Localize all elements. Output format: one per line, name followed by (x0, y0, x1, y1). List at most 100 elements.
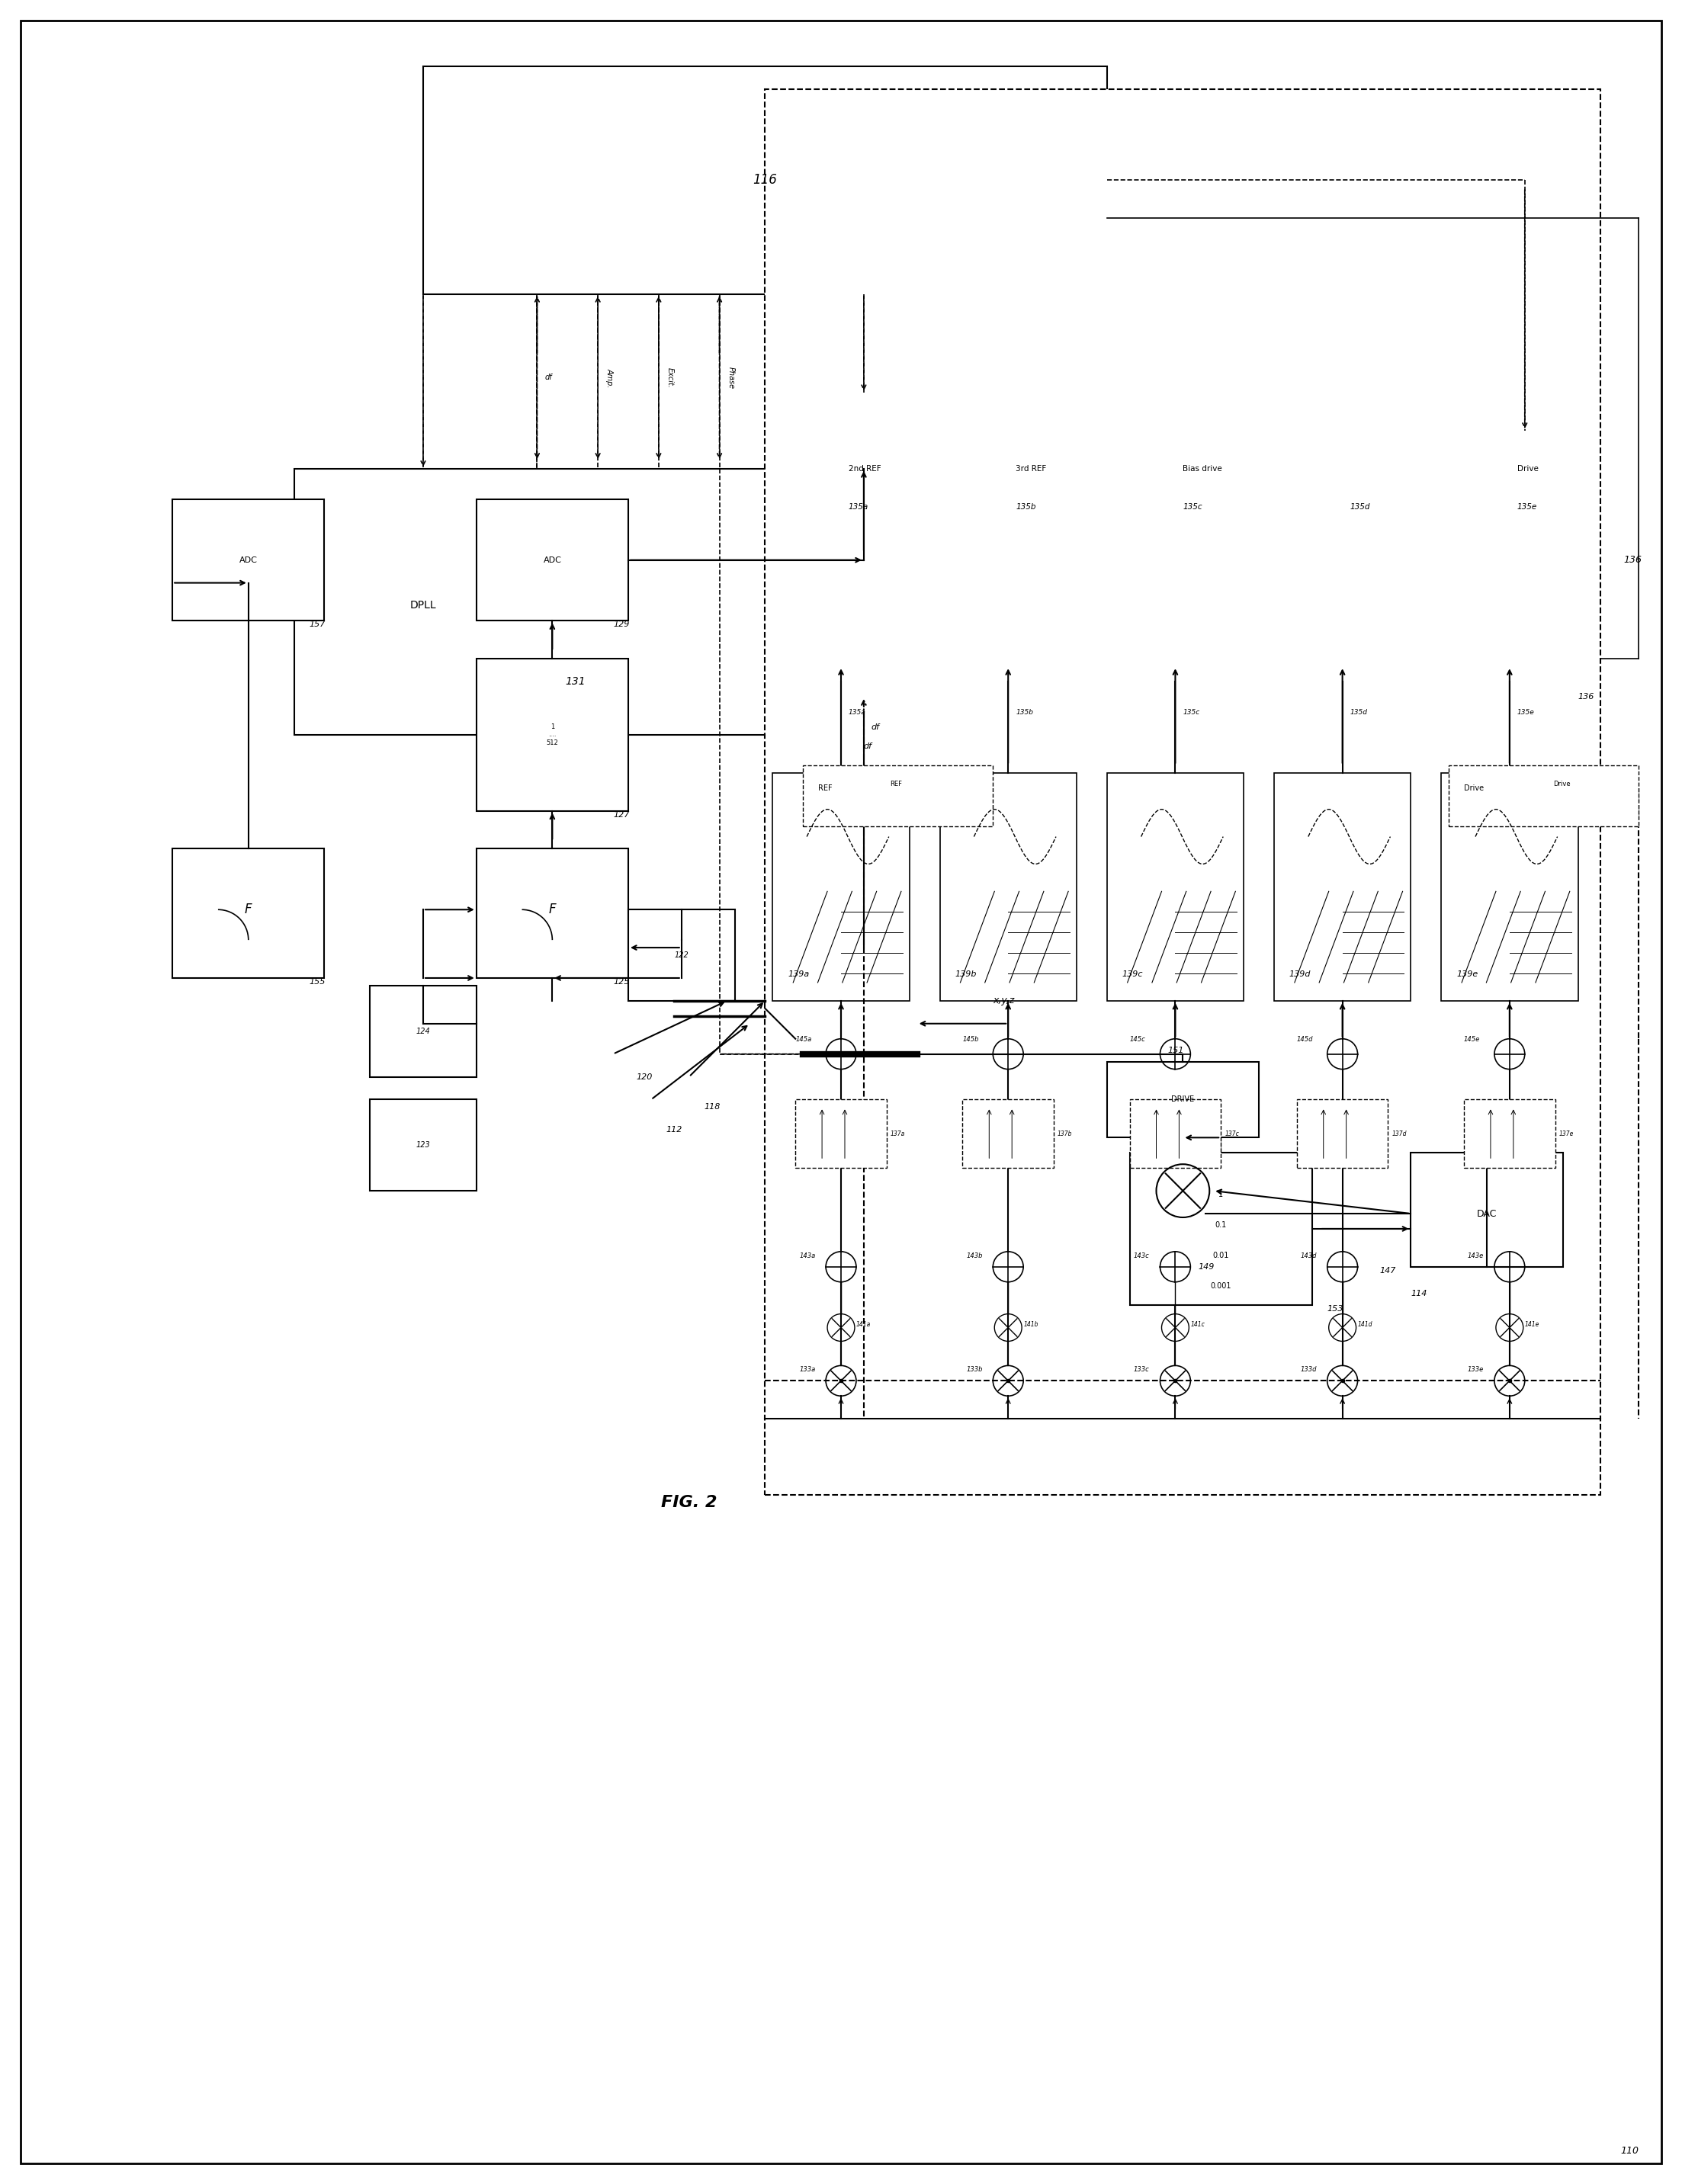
Text: ADC: ADC (543, 557, 562, 563)
FancyBboxPatch shape (1463, 1099, 1556, 1168)
Text: 127: 127 (612, 810, 629, 819)
Text: 135c: 135c (1182, 502, 1203, 511)
Text: 133a: 133a (799, 1367, 816, 1374)
Text: 135d: 135d (1351, 502, 1371, 511)
FancyBboxPatch shape (476, 500, 629, 620)
Text: 3rd REF: 3rd REF (1016, 465, 1046, 472)
Text: 139c: 139c (1122, 970, 1144, 978)
FancyBboxPatch shape (1130, 1153, 1312, 1304)
FancyBboxPatch shape (1130, 1099, 1221, 1168)
FancyBboxPatch shape (1107, 773, 1243, 1000)
Text: DAC: DAC (1477, 1208, 1497, 1219)
Text: 143a: 143a (799, 1251, 816, 1260)
Text: 141b: 141b (1023, 1321, 1038, 1328)
Text: 135e: 135e (1517, 708, 1534, 716)
Text: 135a: 135a (849, 502, 868, 511)
Text: 0.01: 0.01 (1213, 1251, 1230, 1260)
Text: 137c: 137c (1224, 1131, 1240, 1138)
Text: 135c: 135c (1182, 708, 1199, 716)
Text: 122: 122 (674, 952, 688, 959)
Text: Drive: Drive (1517, 465, 1539, 472)
Text: 149: 149 (1198, 1262, 1214, 1271)
Text: 141d: 141d (1357, 1321, 1373, 1328)
FancyBboxPatch shape (1441, 773, 1578, 1000)
FancyBboxPatch shape (294, 470, 865, 734)
Text: Bias drive: Bias drive (1182, 465, 1223, 472)
Text: 133d: 133d (1300, 1367, 1317, 1374)
Text: 133c: 133c (1134, 1367, 1149, 1374)
Text: 125: 125 (612, 978, 629, 985)
FancyBboxPatch shape (1448, 764, 1638, 826)
Text: 110: 110 (1620, 2147, 1638, 2156)
Text: 145b: 145b (962, 1035, 979, 1042)
Text: 151: 151 (1167, 1046, 1184, 1055)
Text: 143c: 143c (1134, 1251, 1149, 1260)
Text: 1: 1 (1218, 1190, 1223, 1199)
Text: 0.1: 0.1 (1214, 1221, 1226, 1230)
Text: 155: 155 (309, 978, 326, 985)
Text: 145c: 145c (1130, 1035, 1145, 1042)
FancyBboxPatch shape (796, 1099, 886, 1168)
FancyBboxPatch shape (173, 850, 325, 978)
FancyBboxPatch shape (940, 773, 1076, 1000)
Text: 139e: 139e (1457, 970, 1478, 978)
Text: REF: REF (817, 784, 833, 793)
Text: 141e: 141e (1526, 1321, 1539, 1328)
Text: 137e: 137e (1559, 1131, 1574, 1138)
Text: 139d: 139d (1288, 970, 1310, 978)
FancyBboxPatch shape (802, 764, 992, 826)
Text: 141c: 141c (1191, 1321, 1204, 1328)
Text: F: F (548, 902, 557, 917)
Text: 118: 118 (705, 1103, 720, 1112)
Text: 131: 131 (565, 677, 585, 688)
Text: 139a: 139a (787, 970, 809, 978)
Text: 123: 123 (415, 1142, 431, 1149)
Text: 124: 124 (415, 1026, 431, 1035)
Text: df: df (865, 743, 873, 749)
Text: df: df (871, 723, 880, 732)
Text: 147: 147 (1379, 1267, 1396, 1275)
Text: 112: 112 (666, 1127, 683, 1133)
Text: 135d: 135d (1351, 708, 1367, 716)
Text: Drive: Drive (1463, 784, 1484, 793)
Text: Drive: Drive (1552, 780, 1571, 786)
FancyBboxPatch shape (424, 66, 1107, 295)
Text: 157: 157 (309, 620, 326, 629)
FancyBboxPatch shape (370, 1099, 476, 1190)
FancyBboxPatch shape (1411, 1153, 1563, 1267)
Text: 145a: 145a (796, 1035, 812, 1042)
Text: REF: REF (890, 780, 902, 786)
Text: 137d: 137d (1391, 1131, 1406, 1138)
Text: 120: 120 (636, 1072, 653, 1081)
Text: 143d: 143d (1300, 1251, 1317, 1260)
FancyBboxPatch shape (765, 90, 1601, 1494)
Text: 137b: 137b (1058, 1131, 1073, 1138)
Text: 133b: 133b (967, 1367, 982, 1374)
Text: 0.001: 0.001 (1211, 1282, 1231, 1289)
Text: 141a: 141a (856, 1321, 871, 1328)
Text: 129: 129 (612, 620, 629, 629)
FancyBboxPatch shape (20, 20, 1662, 2164)
FancyBboxPatch shape (629, 909, 735, 1000)
Text: 136: 136 (1578, 692, 1595, 701)
FancyBboxPatch shape (772, 773, 910, 1000)
Text: FIG. 2: FIG. 2 (661, 1494, 717, 1509)
FancyBboxPatch shape (1273, 773, 1411, 1000)
Text: Excit.: Excit. (666, 367, 674, 389)
Text: ADC: ADC (239, 557, 257, 563)
Text: 135e: 135e (1517, 502, 1537, 511)
Text: Amp.: Amp. (606, 367, 614, 387)
Text: 114: 114 (1411, 1289, 1426, 1297)
Text: 136: 136 (1623, 555, 1642, 566)
Text: 133e: 133e (1468, 1367, 1484, 1374)
Text: 145d: 145d (1297, 1035, 1314, 1042)
Text: Phase: Phase (727, 367, 735, 389)
Text: 135a: 135a (849, 708, 866, 716)
Text: df: df (545, 373, 552, 382)
Text: 116: 116 (754, 173, 777, 188)
FancyBboxPatch shape (1107, 1061, 1258, 1138)
Text: x,y,z: x,y,z (992, 996, 1014, 1007)
Text: 135b: 135b (1016, 502, 1036, 511)
Text: 153: 153 (1327, 1304, 1344, 1313)
Text: 145e: 145e (1463, 1035, 1480, 1042)
